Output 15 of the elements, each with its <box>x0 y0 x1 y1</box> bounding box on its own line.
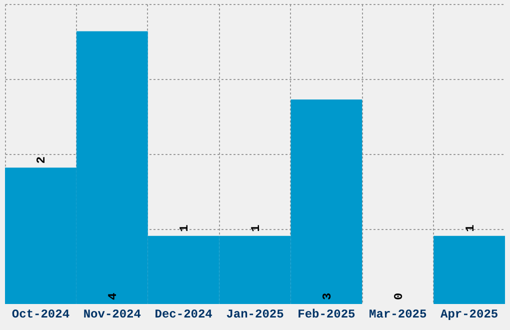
x-tick-label: Nov-2024 <box>83 308 141 322</box>
data-label: 3 <box>320 292 334 300</box>
bar <box>434 236 505 304</box>
data-label: 4 <box>106 292 120 300</box>
x-tick-label: Mar-2025 <box>369 308 427 322</box>
x-tick-label: Dec-2024 <box>154 308 212 322</box>
data-label: 1 <box>463 224 478 232</box>
x-tick-label: Apr-2025 <box>440 308 498 322</box>
data-label: 1 <box>249 224 263 232</box>
x-tick-label: Oct-2024 <box>12 308 70 322</box>
data-label: 2 <box>34 156 49 164</box>
data-label: 1 <box>178 224 192 232</box>
x-tick-label: Jan-2025 <box>226 308 284 322</box>
data-label: 0 <box>392 292 406 300</box>
x-tick-label: Feb-2025 <box>298 308 356 322</box>
